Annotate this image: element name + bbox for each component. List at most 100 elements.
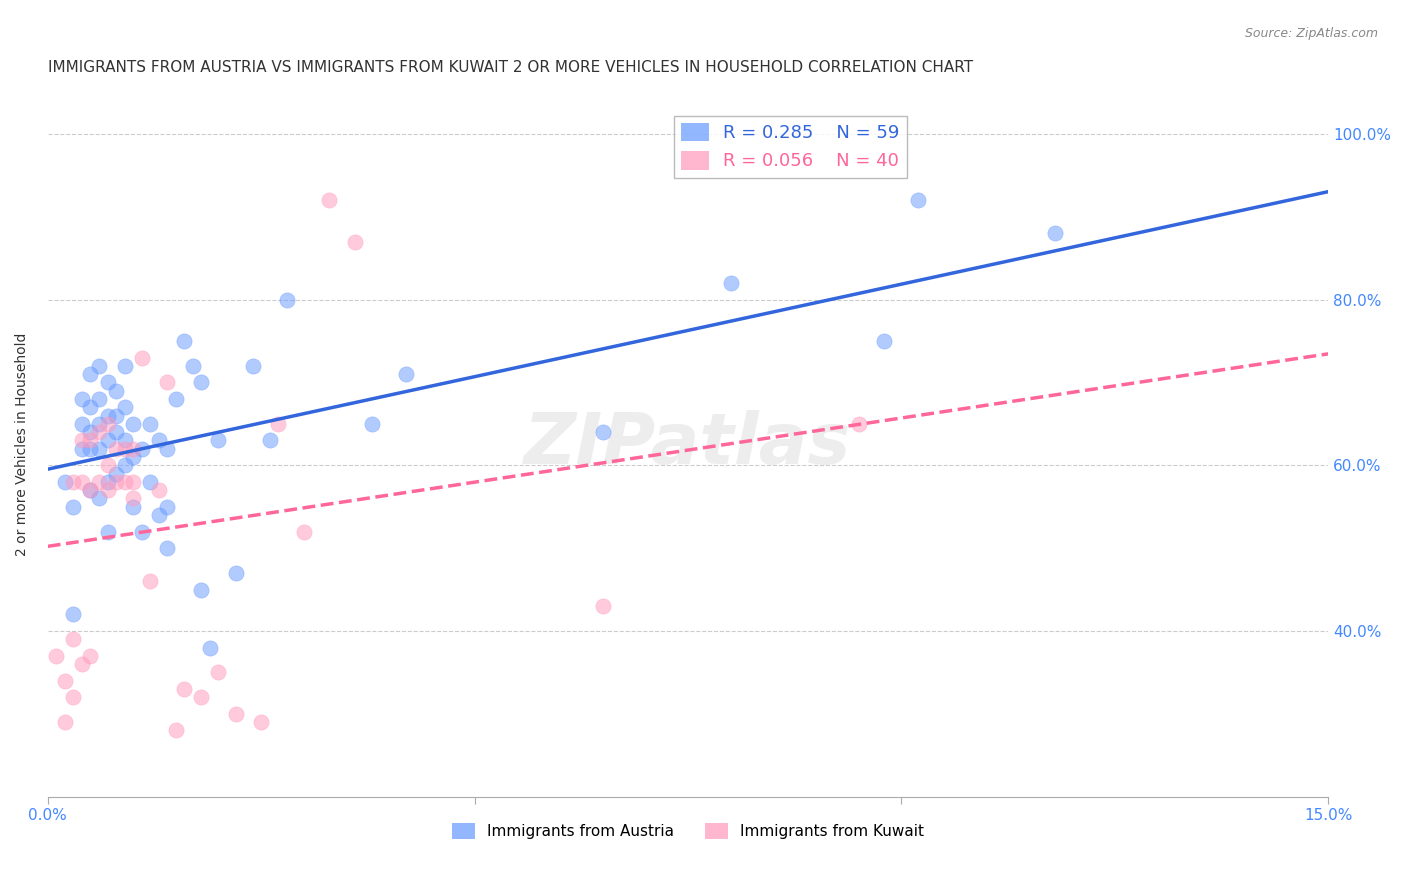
Point: [139, 475, 162, 489]
Point: [70, 434, 93, 448]
Point: [156, 376, 179, 390]
Text: IMMIGRANTS FROM AUSTRIA VS IMMIGRANTS FROM KUWAIT 2 OR MORE VEHICLES IN HOUSEHOL: IMMIGRANTS FROM AUSTRIA VS IMMIGRANTS FR…: [48, 60, 973, 75]
Point: [105, 409, 128, 423]
Point: [131, 351, 153, 365]
Point: [70, 392, 93, 406]
Point: [53, 715, 76, 730]
Point: [87, 425, 110, 439]
Point: [156, 442, 179, 456]
Point: [592, 599, 614, 614]
Point: [96, 475, 118, 489]
Point: [139, 574, 162, 589]
Point: [79, 367, 101, 381]
Point: [87, 491, 110, 506]
Point: [53, 673, 76, 688]
Point: [96, 434, 118, 448]
Y-axis label: 2 or more Vehicles in Household: 2 or more Vehicles in Household: [15, 333, 30, 557]
Point: [907, 193, 929, 207]
Point: [62, 690, 84, 705]
Point: [79, 483, 101, 497]
Point: [122, 417, 145, 431]
Point: [79, 483, 101, 497]
Point: [198, 640, 221, 655]
Point: [207, 665, 229, 680]
Point: [250, 715, 273, 730]
Point: [62, 632, 84, 647]
Point: [344, 235, 367, 249]
Point: [53, 475, 76, 489]
Point: [45, 648, 67, 663]
Point: [165, 723, 187, 738]
Point: [87, 475, 110, 489]
Point: [105, 475, 128, 489]
Point: [148, 434, 170, 448]
Point: [190, 690, 212, 705]
Point: [114, 442, 136, 456]
Point: [114, 458, 136, 473]
Point: [242, 359, 264, 373]
Point: [87, 392, 110, 406]
Point: [114, 359, 136, 373]
Point: [318, 193, 340, 207]
Point: [190, 376, 212, 390]
Text: Source: ZipAtlas.com: Source: ZipAtlas.com: [1244, 27, 1378, 40]
Point: [96, 483, 118, 497]
Point: [292, 524, 315, 539]
Point: [165, 392, 187, 406]
Point: [122, 450, 145, 464]
Point: [395, 367, 418, 381]
Point: [267, 417, 290, 431]
Point: [79, 401, 101, 415]
Point: [105, 442, 128, 456]
Point: [276, 293, 298, 307]
Point: [70, 475, 93, 489]
Point: [87, 417, 110, 431]
Point: [148, 508, 170, 522]
Point: [156, 541, 179, 555]
Point: [96, 376, 118, 390]
Point: [873, 334, 896, 348]
Point: [122, 500, 145, 514]
Point: [96, 524, 118, 539]
Point: [87, 359, 110, 373]
Point: [592, 425, 614, 439]
Point: [181, 359, 204, 373]
Point: [131, 524, 153, 539]
Point: [148, 483, 170, 497]
Point: [79, 434, 101, 448]
Point: [173, 334, 195, 348]
Point: [139, 417, 162, 431]
Legend: R = 0.285    N = 59, R = 0.056    N = 40: R = 0.285 N = 59, R = 0.056 N = 40: [675, 116, 907, 178]
Point: [848, 417, 870, 431]
Point: [131, 442, 153, 456]
Point: [225, 706, 247, 721]
Point: [207, 434, 229, 448]
Point: [720, 276, 742, 290]
Point: [173, 681, 195, 696]
Point: [96, 458, 118, 473]
Text: ZIPatlas: ZIPatlas: [524, 410, 852, 479]
Point: [62, 500, 84, 514]
Point: [1043, 227, 1066, 241]
Point: [79, 648, 101, 663]
Point: [79, 425, 101, 439]
Point: [70, 442, 93, 456]
Point: [114, 434, 136, 448]
Point: [79, 442, 101, 456]
Point: [96, 417, 118, 431]
Point: [361, 417, 384, 431]
Point: [156, 500, 179, 514]
Point: [96, 409, 118, 423]
Point: [105, 384, 128, 398]
Point: [105, 467, 128, 481]
Point: [190, 582, 212, 597]
Point: [62, 475, 84, 489]
Point: [122, 491, 145, 506]
Point: [105, 425, 128, 439]
Point: [114, 475, 136, 489]
Point: [259, 434, 281, 448]
Point: [87, 442, 110, 456]
Point: [62, 607, 84, 622]
Point: [122, 442, 145, 456]
Point: [70, 417, 93, 431]
